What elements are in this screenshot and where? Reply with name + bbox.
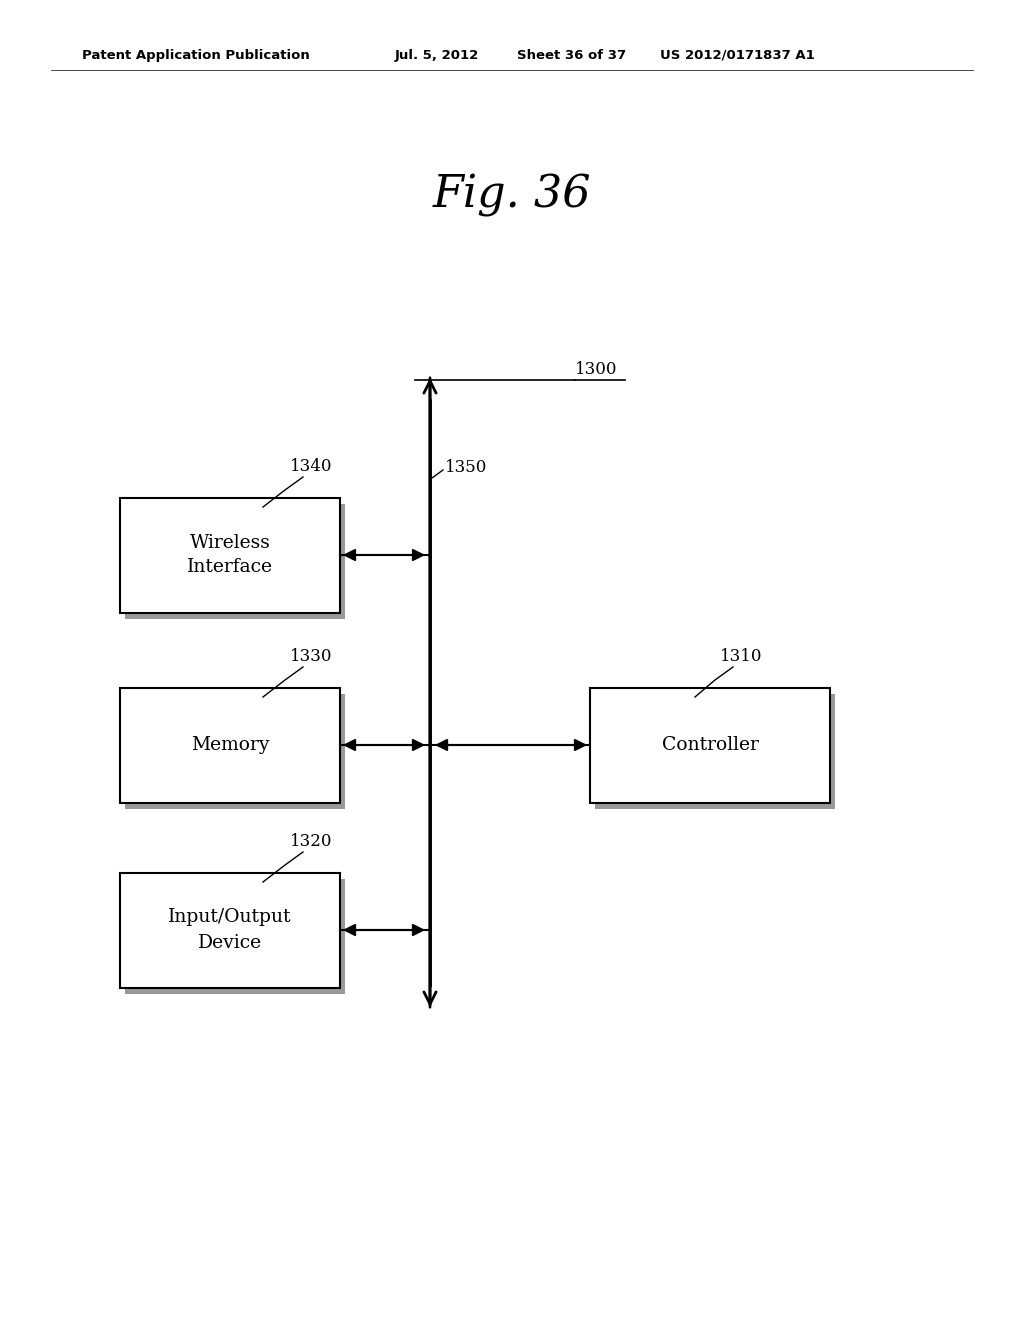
Text: Patent Application Publication: Patent Application Publication	[82, 49, 309, 62]
Text: Wireless
Interface: Wireless Interface	[187, 533, 273, 577]
Text: 1350: 1350	[445, 459, 487, 477]
Text: 1340: 1340	[290, 458, 333, 475]
Bar	[120, 873, 340, 987]
Text: Jul. 5, 2012: Jul. 5, 2012	[394, 49, 478, 62]
Text: 1330: 1330	[290, 648, 333, 665]
Bar	[120, 688, 340, 803]
Text: 1320: 1320	[290, 833, 333, 850]
Bar	[590, 688, 830, 803]
Text: Input/Output
Device: Input/Output Device	[168, 908, 292, 952]
Text: Controller: Controller	[662, 737, 759, 754]
Text: Fig. 36: Fig. 36	[433, 173, 591, 216]
Text: US 2012/0171837 A1: US 2012/0171837 A1	[660, 49, 815, 62]
Bar	[125, 693, 345, 808]
Bar	[595, 693, 835, 808]
Text: 1310: 1310	[720, 648, 763, 665]
Text: Sheet 36 of 37: Sheet 36 of 37	[517, 49, 627, 62]
Text: Memory: Memory	[190, 737, 269, 754]
Bar	[125, 879, 345, 994]
Bar	[120, 498, 340, 612]
Bar	[125, 503, 345, 619]
Text: 1300: 1300	[575, 360, 617, 378]
